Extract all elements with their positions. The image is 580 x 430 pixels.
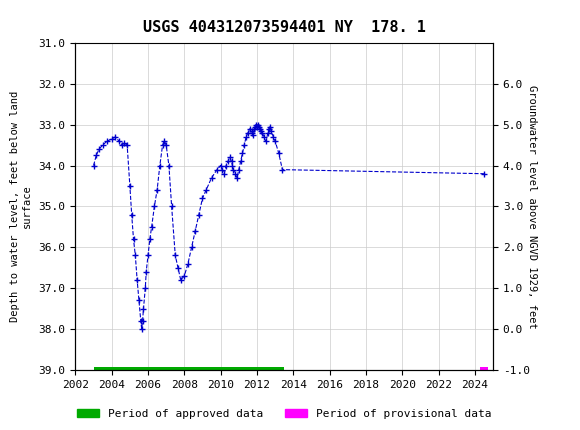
Title: USGS 404312073594401 NY  178. 1: USGS 404312073594401 NY 178. 1 bbox=[143, 20, 426, 35]
Text: ╳USGS: ╳USGS bbox=[6, 4, 64, 26]
Bar bbox=[93, 367, 284, 373]
Y-axis label: Groundwater level above NGVD 1929, feet: Groundwater level above NGVD 1929, feet bbox=[527, 85, 536, 328]
Legend: Period of approved data, Period of provisional data: Period of approved data, Period of provi… bbox=[72, 404, 496, 423]
Y-axis label: Depth to water level, feet below land
surface: Depth to water level, feet below land su… bbox=[10, 91, 32, 322]
Bar bbox=[480, 367, 488, 373]
